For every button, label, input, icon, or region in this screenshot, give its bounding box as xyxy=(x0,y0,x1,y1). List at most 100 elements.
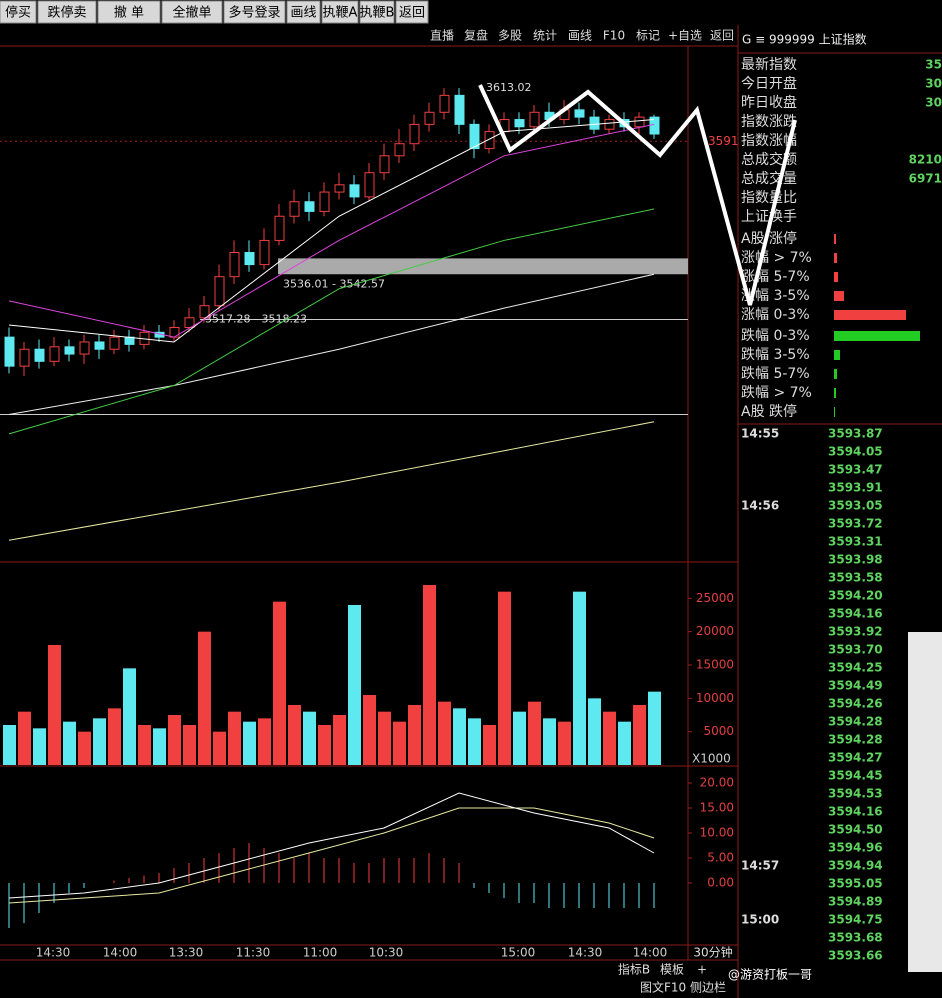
candle-body xyxy=(364,172,375,198)
tab[interactable]: 标记 xyxy=(636,29,660,43)
tab[interactable]: F10 xyxy=(603,29,625,43)
volume-bar xyxy=(603,711,616,765)
volume-bar xyxy=(618,721,631,765)
volume-bar xyxy=(213,731,226,765)
candle-body xyxy=(574,109,585,118)
toolbar-label[interactable]: 撤 单 xyxy=(114,5,144,21)
tick-price: 3594.28 xyxy=(828,715,883,729)
toolbar-label[interactable]: 执鞭A xyxy=(323,6,358,21)
toolbar-label[interactable]: 全撤单 xyxy=(172,5,211,21)
candle-body xyxy=(214,276,225,307)
toolbar-button[interactable] xyxy=(359,0,395,24)
candle-body xyxy=(484,131,495,150)
volume-bar xyxy=(33,728,46,765)
tick-time: 15:00 xyxy=(741,913,779,927)
tab[interactable]: 统计 xyxy=(533,29,557,43)
tick-price: 3595.05 xyxy=(828,877,883,891)
tab[interactable]: 直播 xyxy=(430,29,454,43)
dist-bar xyxy=(834,234,836,244)
toolbar-button[interactable] xyxy=(286,0,321,24)
volume-bar xyxy=(408,705,421,765)
dist-bar xyxy=(834,310,906,320)
candle-body xyxy=(469,123,480,150)
side-toolbar[interactable] xyxy=(908,632,942,972)
toolbar-button[interactable] xyxy=(37,0,97,24)
candle-body xyxy=(4,336,15,367)
toolbar-label[interactable]: 多号登录 xyxy=(228,5,280,21)
tick-price: 3593.68 xyxy=(828,931,883,945)
volume-bar xyxy=(453,708,466,765)
volume-bar xyxy=(48,645,61,765)
candle-body xyxy=(334,184,345,193)
time-label: 15:00 xyxy=(501,946,536,960)
y-tick-label: 15.00 xyxy=(700,801,734,815)
dist-bar xyxy=(834,407,835,417)
time-label: 14:00 xyxy=(103,946,138,960)
tick-price: 3594.94 xyxy=(828,859,883,873)
volume-bar xyxy=(468,718,481,765)
watermark: @游资打板一哥 xyxy=(728,968,812,982)
volume-bar xyxy=(423,585,436,765)
y-tick-label: 0.00 xyxy=(707,876,734,890)
dist-label: 跌幅 3-5% xyxy=(741,347,810,363)
bottom-tab[interactable]: 指标B xyxy=(618,962,650,977)
volume-bar xyxy=(303,711,316,765)
toolbar-label[interactable]: 停买 xyxy=(5,5,31,21)
tab[interactable]: 复盘 xyxy=(464,28,488,43)
toolbar-label[interactable]: 画线 xyxy=(290,6,316,21)
index-header: G ≡ 999999 上证指数 xyxy=(742,32,867,47)
volume-bar xyxy=(438,701,451,765)
volume-bar xyxy=(123,668,136,765)
candle-body xyxy=(244,252,255,266)
dist-bar xyxy=(834,388,836,398)
volume-bar xyxy=(378,711,391,765)
last-label: 3591 xyxy=(708,134,739,148)
toolbar-button[interactable] xyxy=(321,0,359,24)
volume-bar xyxy=(393,721,406,765)
time-label: 14:30 xyxy=(568,946,603,960)
bottom-left[interactable]: 图文F10 xyxy=(640,980,686,995)
tab[interactable]: 画线 xyxy=(568,29,592,43)
bottom-side[interactable]: 侧边栏 xyxy=(690,980,726,995)
toolbar-label[interactable]: 跌停卖 xyxy=(47,5,86,21)
bottom-tab[interactable]: + xyxy=(697,963,707,977)
toolbar-button[interactable] xyxy=(0,0,37,24)
time-label: 13:30 xyxy=(169,946,204,960)
tick-price: 3593.70 xyxy=(828,643,883,657)
volume-bar xyxy=(258,718,271,765)
tab[interactable]: +自选 xyxy=(668,29,702,43)
volume-bar xyxy=(78,731,91,765)
toolbar-button[interactable] xyxy=(223,0,286,24)
candle-body xyxy=(274,215,285,241)
tab[interactable]: 多股 xyxy=(498,29,522,43)
dist-label: 涨幅 0-3% xyxy=(741,307,810,323)
volume-bar xyxy=(348,605,361,765)
tick-price: 3593.05 xyxy=(828,499,883,513)
tick-time: 14:55 xyxy=(741,427,779,441)
bottom-tab[interactable]: 模板 xyxy=(660,963,684,977)
volume-bar xyxy=(513,711,526,765)
tab[interactable]: 返回 xyxy=(710,29,734,43)
toolbar-button[interactable] xyxy=(161,0,223,24)
band-label: 3536.01 - 3542.57 xyxy=(283,277,385,290)
volume-bar xyxy=(558,721,571,765)
tick-price: 3594.89 xyxy=(828,895,883,909)
ma-line xyxy=(8,273,655,416)
volume-bar xyxy=(318,725,331,765)
info-label: 指数量比 xyxy=(741,190,797,206)
dist-label: 跌幅 5-7% xyxy=(741,366,810,382)
toolbar-label[interactable]: 执鞭B xyxy=(360,6,395,21)
candle-body xyxy=(199,305,210,319)
tick-price: 3593.47 xyxy=(828,463,883,477)
y-tick-label: 10000 xyxy=(696,691,734,705)
toolbar-button[interactable] xyxy=(97,0,161,24)
toolbar-button[interactable] xyxy=(395,0,429,24)
time-label: 10:30 xyxy=(369,946,404,960)
period[interactable]: 30分钟 xyxy=(693,945,732,960)
volume-bar xyxy=(288,705,301,765)
candle-body xyxy=(589,116,600,130)
toolbar-label[interactable]: 返回 xyxy=(399,6,425,21)
info-value: 8210 xyxy=(909,153,942,167)
y-tick-label: 5.00 xyxy=(707,851,734,865)
